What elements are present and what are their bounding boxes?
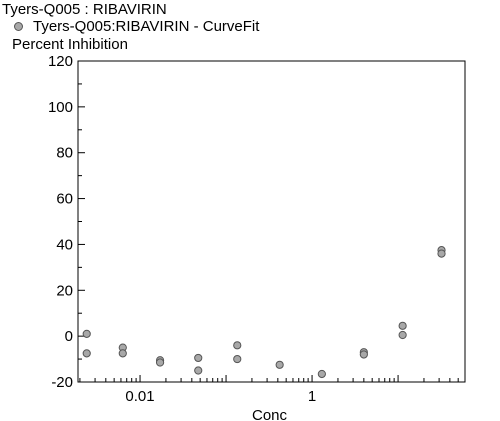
y-axis-label: Percent Inhibition (12, 36, 128, 53)
data-point (194, 353, 203, 363)
data-point (398, 321, 407, 330)
data-point (233, 341, 242, 350)
data-point (317, 369, 326, 379)
x-axis-label: Conc (252, 407, 288, 421)
data-point (437, 249, 446, 258)
x-axis: 0.01 1 (79, 375, 466, 405)
chart-title: Tyers-Q005 : RIBAVIRIN (2, 1, 167, 18)
y-tick-label: 60 (56, 191, 73, 208)
data-point (398, 330, 407, 340)
data-point (359, 350, 368, 359)
data-point (118, 349, 127, 358)
legend-label: Tyers-Q005:RIBAVIRIN - CurveFit (33, 18, 260, 35)
y-tick-label: 40 (56, 236, 73, 253)
y-axis: -20 0 20 40 60 80 100 120 (48, 53, 85, 391)
data-point (82, 349, 91, 358)
legend: Tyers-Q005:RIBAVIRIN - CurveFit (14, 18, 259, 35)
data-points (82, 246, 446, 379)
data-point (155, 358, 165, 367)
y-tick-label: -20 (51, 374, 73, 391)
data-point (82, 329, 91, 338)
data-point (275, 360, 284, 369)
x-tick-label: 0.01 (125, 388, 154, 405)
data-point (194, 366, 203, 375)
y-tick-label: 80 (56, 145, 73, 162)
y-tick-label: 20 (56, 282, 73, 299)
x-tick-label: 1 (308, 388, 316, 405)
plot-frame (77, 60, 466, 383)
y-tick-label: 0 (65, 328, 73, 345)
y-tick-label: 100 (48, 99, 73, 116)
legend-marker (14, 22, 23, 31)
y-tick-label: 120 (48, 53, 73, 70)
data-point (233, 354, 242, 364)
